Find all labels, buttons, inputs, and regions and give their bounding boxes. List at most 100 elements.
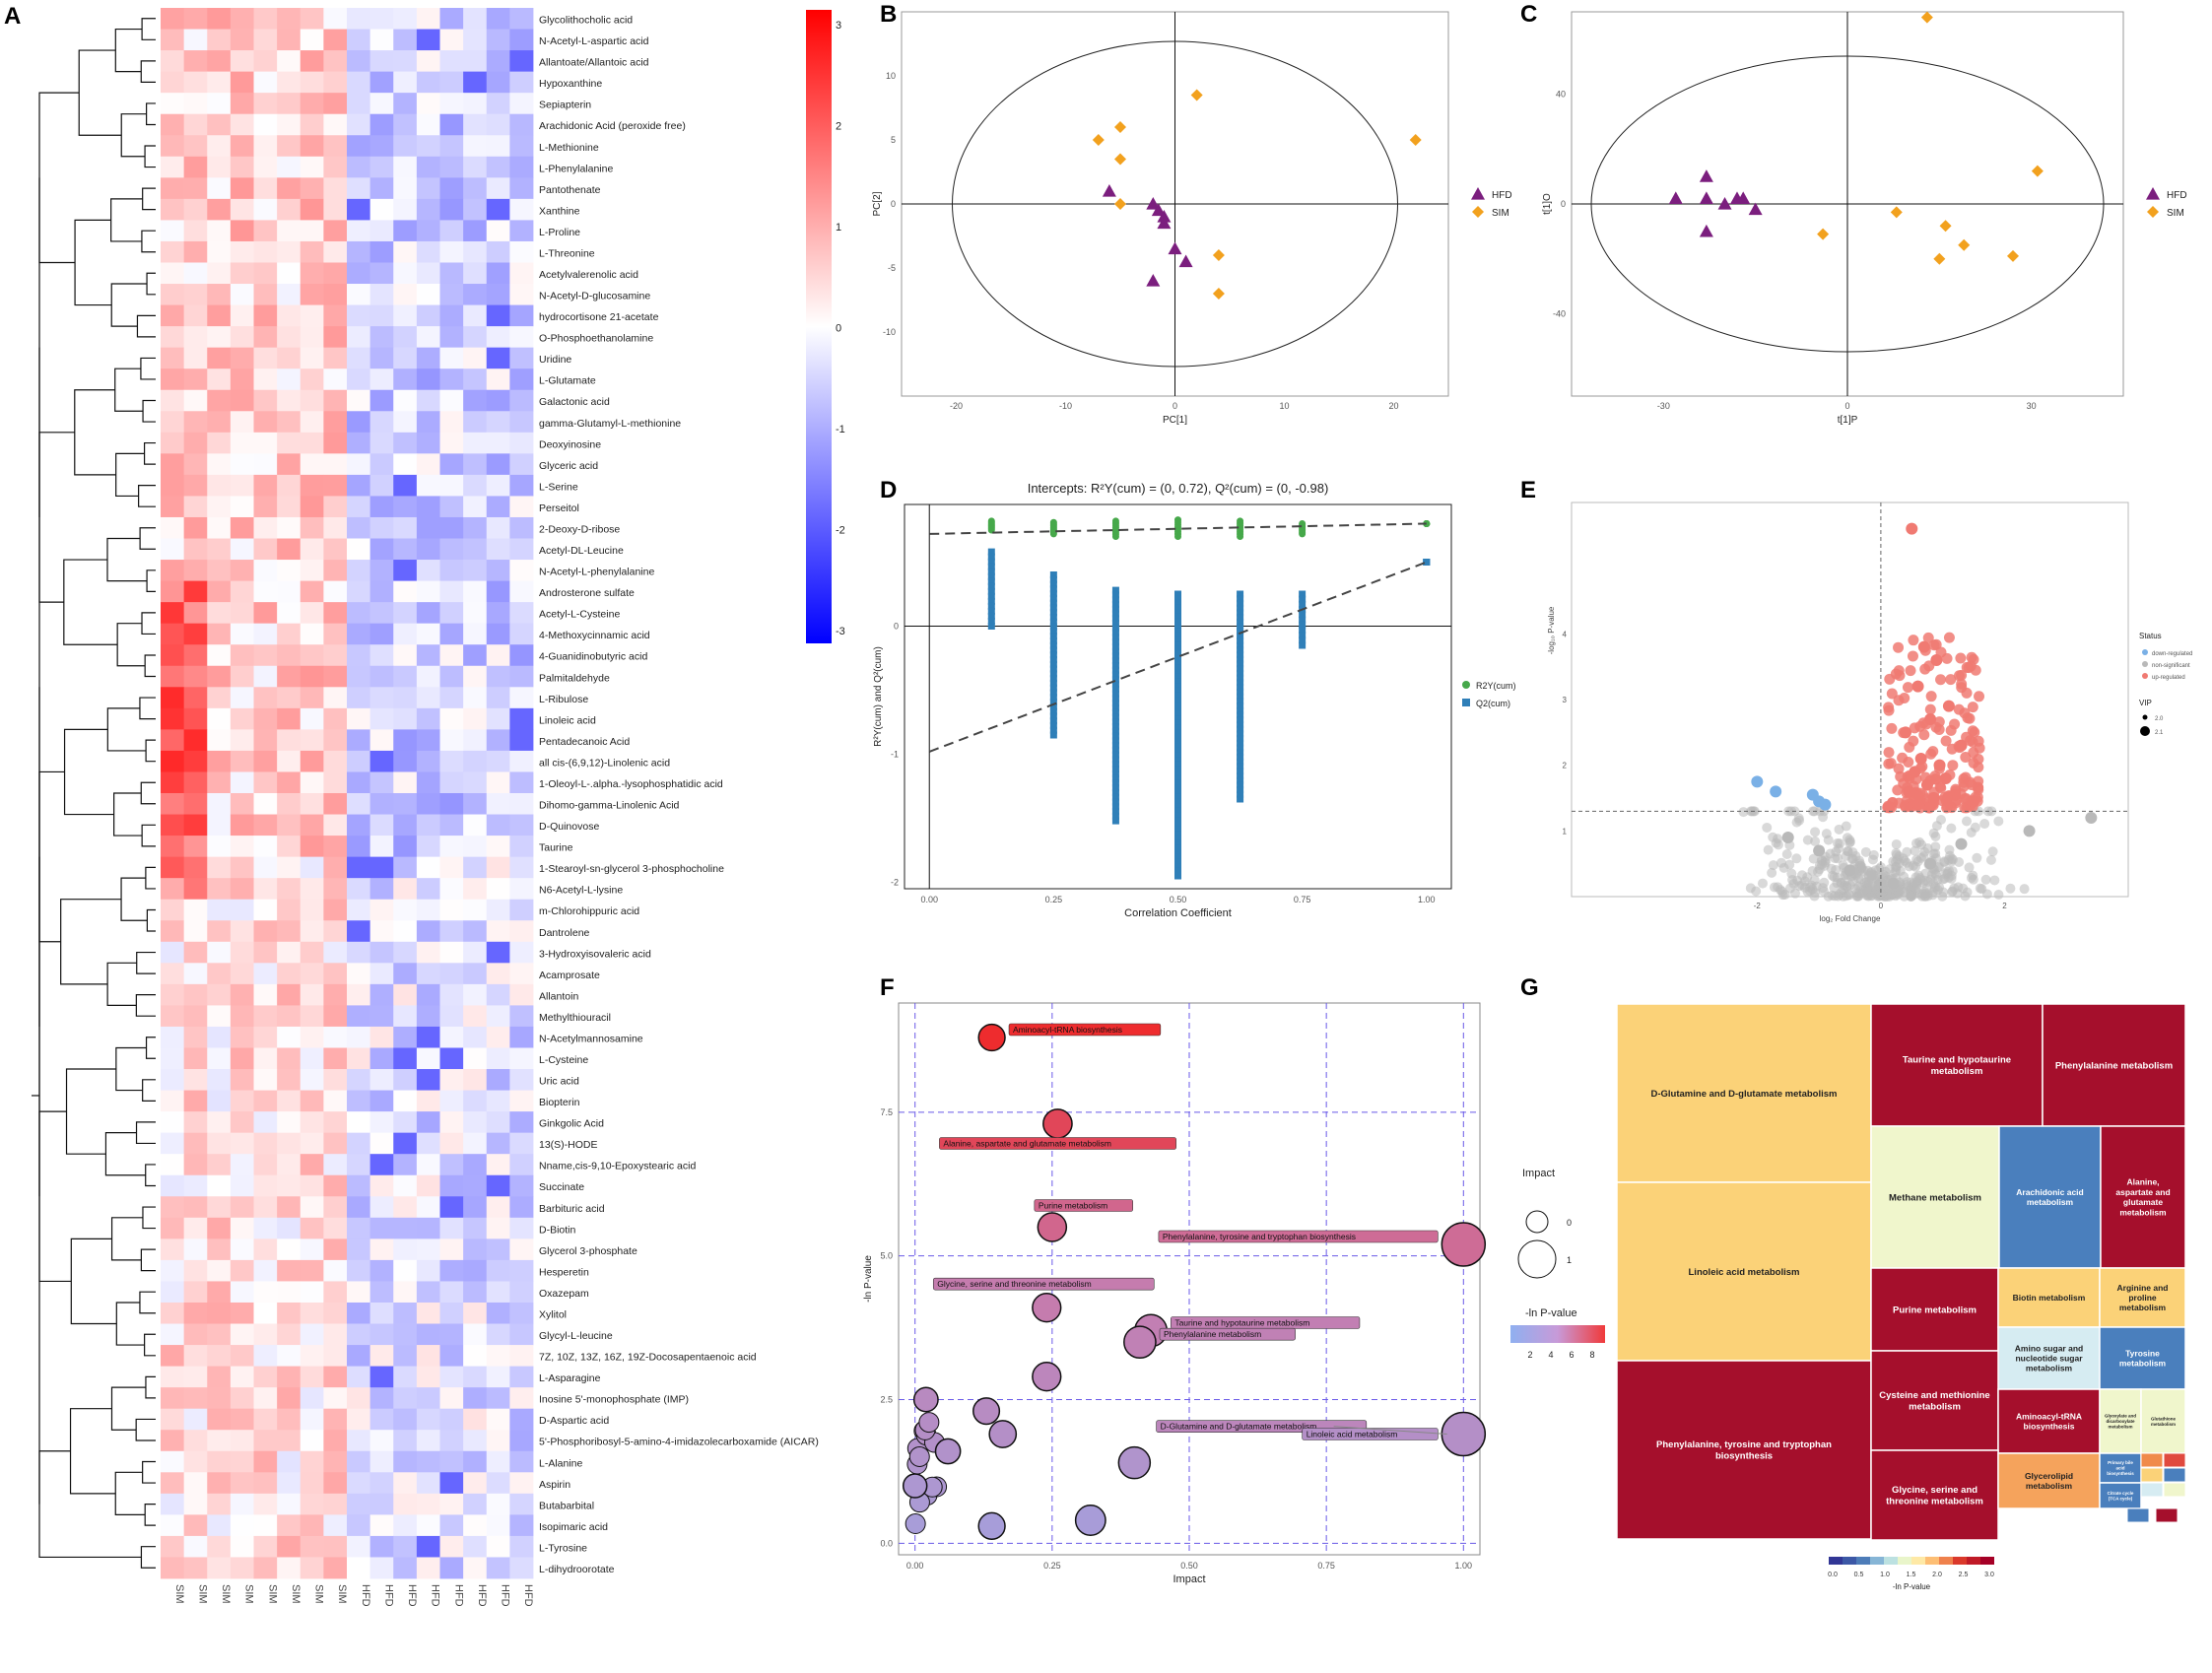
y-tick: 2 <box>1563 762 1568 770</box>
heatmap-cell <box>509 1174 534 1197</box>
heatmap-cell <box>230 1238 254 1261</box>
heatmap-cell <box>230 496 254 518</box>
heatmap-cell <box>183 1323 208 1346</box>
treemap-small-tile <box>2155 1507 2178 1523</box>
point-non-significant <box>1962 816 1973 827</box>
heatmap-cell <box>277 50 302 73</box>
row-label: Inosine 5'-monophosphate (IMP) <box>539 1394 689 1406</box>
point-q2 <box>1111 586 1119 594</box>
point-q2 <box>1174 752 1181 760</box>
heatmap-cell <box>161 729 185 752</box>
heatmap-cell <box>416 198 440 221</box>
colorbar-tick: 3 <box>836 20 841 32</box>
treemap-label-line: metabolism <box>2119 1359 2167 1369</box>
point-q2 <box>1049 699 1057 706</box>
heatmap-cell <box>207 432 232 454</box>
heatmap-cell <box>230 453 254 476</box>
treemap-label-line: Glutathione <box>2151 1416 2176 1421</box>
heatmap-cell <box>161 1047 185 1070</box>
row-label: L-Threonine <box>539 247 595 259</box>
point-non-significant <box>1823 835 1834 845</box>
heatmap-cell <box>439 496 464 518</box>
point-up-regulated <box>1924 713 1937 725</box>
heatmap-cell <box>347 516 371 539</box>
heatmap-cell <box>463 198 488 221</box>
heatmap-cell <box>253 771 278 794</box>
heatmap-cell <box>393 1514 418 1537</box>
heatmap-cell <box>207 1557 232 1579</box>
y-tick: 5 <box>891 135 896 145</box>
heatmap-cell <box>323 389 348 412</box>
heatmap-cell <box>369 326 394 349</box>
heatmap-cell <box>463 474 488 497</box>
dendrogram-branch <box>110 1217 143 1261</box>
heatmap-cell <box>509 560 534 581</box>
heatmap-cell <box>463 135 488 158</box>
heatmap-cell <box>277 814 302 836</box>
row-label: Isopimaric acid <box>539 1521 608 1533</box>
heatmap-cell <box>253 516 278 539</box>
heatmap-cell <box>323 496 348 518</box>
heatmap-cell <box>416 729 440 752</box>
point-up-regulated <box>1883 747 1895 759</box>
heatmap-cell <box>230 623 254 645</box>
heatmap-cell <box>369 1323 394 1346</box>
point-q2 <box>1111 779 1119 787</box>
heatmap-cell <box>230 326 254 349</box>
point-q2 <box>1174 590 1181 598</box>
heatmap-cell <box>393 687 418 709</box>
point-non-significant <box>1914 836 1925 847</box>
row-label: Taurine <box>539 842 573 854</box>
point-q2 <box>1111 713 1119 721</box>
heatmap-cell <box>416 665 440 688</box>
point-q2 <box>1237 633 1244 640</box>
heatmap-cell <box>416 771 440 794</box>
heatmap-cell <box>509 262 534 285</box>
heatmap-cell <box>509 538 534 561</box>
heatmap-cell <box>347 1154 371 1176</box>
x-tick: 0 <box>1844 401 1849 411</box>
heatmap-cell <box>323 1174 348 1197</box>
point-non-significant <box>1813 844 1826 857</box>
heatmap-cell <box>393 580 418 603</box>
treemap-label-line: metabolism <box>1931 1066 1983 1077</box>
point-sim <box>1114 121 1126 133</box>
heatmap-cell <box>509 1259 534 1282</box>
point-q2 <box>1111 703 1119 711</box>
heatmap-cell <box>183 1366 208 1388</box>
point-q2 <box>1111 681 1119 689</box>
row-label: hydrocortisone 21-acetate <box>539 311 659 323</box>
treemap-label-line: Arginine and <box>2117 1283 2169 1293</box>
point-q2 <box>1111 798 1119 806</box>
heatmap-cell <box>207 687 232 709</box>
point-up-regulated <box>1924 703 1936 715</box>
heatmap-cell <box>416 750 440 772</box>
point-non-significant <box>1787 875 1798 886</box>
heatmap-cell <box>230 580 254 603</box>
heatmap-cell <box>369 1281 394 1304</box>
treemap-label-line: metabolism <box>2027 1197 2074 1207</box>
point-q2 <box>1174 803 1181 811</box>
heatmap-cell <box>323 793 348 815</box>
legend-status-marker <box>2142 673 2148 679</box>
heatmap-cell <box>230 560 254 581</box>
heatmap-cell <box>253 538 278 561</box>
heatmap-cell <box>161 1430 185 1452</box>
heatmap-cell <box>161 284 185 305</box>
heatmap-cell <box>323 963 348 985</box>
heatmap-cell <box>393 1450 418 1473</box>
point-q2 <box>1174 733 1181 741</box>
heatmap-cell <box>486 326 510 349</box>
point-q2 <box>1111 642 1119 650</box>
row-label: Acetyl-DL-Leucine <box>539 545 624 557</box>
heatmap-cell <box>369 983 394 1006</box>
heatmap-cell <box>277 220 302 242</box>
point-q2 <box>1237 744 1244 752</box>
row-label: 1-Stearoyl-sn-glycerol 3-phosphocholine <box>539 863 724 875</box>
heatmap-cell <box>300 1132 324 1155</box>
row-label: L-Alanine <box>539 1457 583 1469</box>
heatmap-cell <box>183 71 208 94</box>
point-q2 <box>1237 669 1244 677</box>
heatmap-cell <box>300 1366 324 1388</box>
x-tick: 0 <box>1173 401 1177 411</box>
